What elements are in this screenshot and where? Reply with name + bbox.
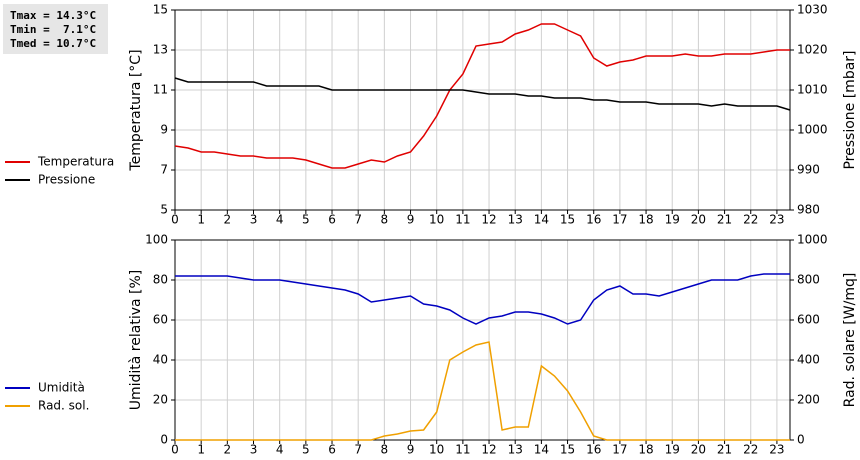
y2-tick-label: 990	[797, 163, 820, 177]
y2-axis-label: Pressione [mbar]	[842, 50, 858, 169]
y-tick-label: 5	[160, 203, 168, 217]
y2-tick-label: 1000	[797, 233, 828, 247]
x-tick-label: 22	[743, 213, 758, 227]
x-tick-label: 20	[691, 443, 706, 457]
y2-tick-label: 200	[797, 393, 820, 407]
x-tick-label: 17	[612, 213, 627, 227]
x-tick-label: 4	[276, 443, 284, 457]
x-tick-label: 8	[381, 213, 389, 227]
y-tick-label: 60	[153, 313, 168, 327]
plot-area	[175, 10, 790, 210]
x-tick-label: 0	[171, 443, 179, 457]
series-line	[175, 341, 790, 441]
x-tick-label: 13	[508, 213, 523, 227]
y-tick-label: 100	[145, 233, 168, 247]
x-tick-label: 22	[743, 443, 758, 457]
x-tick-label: 9	[407, 443, 415, 457]
x-tick-label: 3	[250, 213, 258, 227]
x-tick-label: 16	[586, 443, 601, 457]
x-tick-label: 21	[717, 213, 732, 227]
x-tick-label: 20	[691, 213, 706, 227]
legend-label: Temperatura	[37, 155, 114, 169]
y-tick-label: 7	[160, 163, 168, 177]
x-tick-label: 7	[354, 213, 362, 227]
x-tick-label: 8	[381, 443, 389, 457]
x-tick-label: 17	[612, 443, 627, 457]
y2-tick-label: 0	[797, 433, 805, 447]
x-tick-label: 18	[638, 213, 653, 227]
x-tick-label: 1	[197, 213, 205, 227]
x-tick-label: 7	[354, 443, 362, 457]
x-tick-label: 4	[276, 213, 284, 227]
x-tick-label: 19	[665, 443, 680, 457]
y-axis-label: Temperatura [°C]	[128, 49, 144, 171]
legend-label: Umidità	[38, 381, 85, 395]
plot-area	[175, 240, 790, 440]
x-tick-label: 3	[250, 443, 258, 457]
x-tick-label: 23	[769, 443, 784, 457]
summary-tmin: Tmin = 7.1°C	[10, 23, 96, 36]
y2-tick-label: 800	[797, 273, 820, 287]
y2-axis-label: Rad. solare [W/mq]	[842, 273, 858, 408]
x-tick-label: 14	[534, 213, 549, 227]
y2-tick-label: 600	[797, 313, 820, 327]
x-tick-label: 5	[302, 213, 310, 227]
x-tick-label: 11	[455, 213, 470, 227]
y-tick-label: 11	[153, 83, 168, 97]
series-line	[175, 273, 790, 325]
x-tick-label: 1	[197, 443, 205, 457]
legend-label: Rad. sol.	[38, 399, 89, 413]
y-tick-label: 20	[153, 393, 168, 407]
x-tick-label: 11	[455, 443, 470, 457]
x-tick-label: 10	[429, 213, 444, 227]
y-tick-label: 40	[153, 353, 168, 367]
x-tick-label: 2	[224, 443, 232, 457]
x-tick-label: 5	[302, 443, 310, 457]
x-tick-label: 16	[586, 213, 601, 227]
x-tick-label: 2	[224, 213, 232, 227]
y2-tick-label: 400	[797, 353, 820, 367]
x-tick-label: 10	[429, 443, 444, 457]
x-tick-label: 18	[638, 443, 653, 457]
x-tick-label: 19	[665, 213, 680, 227]
y-tick-label: 9	[160, 123, 168, 137]
y2-tick-label: 1010	[797, 83, 828, 97]
x-tick-label: 21	[717, 443, 732, 457]
y2-tick-label: 980	[797, 203, 820, 217]
y2-tick-label: 1020	[797, 43, 828, 57]
y-tick-label: 0	[160, 433, 168, 447]
summary-box	[3, 4, 108, 54]
x-tick-label: 6	[328, 213, 336, 227]
summary-tmed: Tmed = 10.7°C	[10, 37, 96, 50]
x-tick-label: 0	[171, 213, 179, 227]
y-tick-label: 80	[153, 273, 168, 287]
x-tick-label: 23	[769, 213, 784, 227]
x-tick-label: 12	[481, 443, 496, 457]
series-line	[174, 77, 791, 111]
y-tick-label: 13	[153, 43, 168, 57]
legend-label: Pressione	[38, 173, 95, 187]
y2-tick-label: 1000	[797, 123, 828, 137]
x-tick-label: 15	[560, 213, 575, 227]
x-tick-label: 6	[328, 443, 336, 457]
x-tick-label: 13	[508, 443, 523, 457]
y-tick-label: 15	[153, 3, 168, 17]
x-tick-label: 15	[560, 443, 575, 457]
y2-tick-label: 1030	[797, 3, 828, 17]
summary-tmax: Tmax = 14.3°C	[10, 9, 96, 22]
plot-frame	[174, 239, 791, 441]
x-tick-label: 14	[534, 443, 549, 457]
series-line	[174, 23, 790, 169]
x-tick-label: 9	[407, 213, 415, 227]
x-tick-label: 12	[481, 213, 496, 227]
y-axis-label: Umidità relativa [%]	[128, 270, 144, 411]
